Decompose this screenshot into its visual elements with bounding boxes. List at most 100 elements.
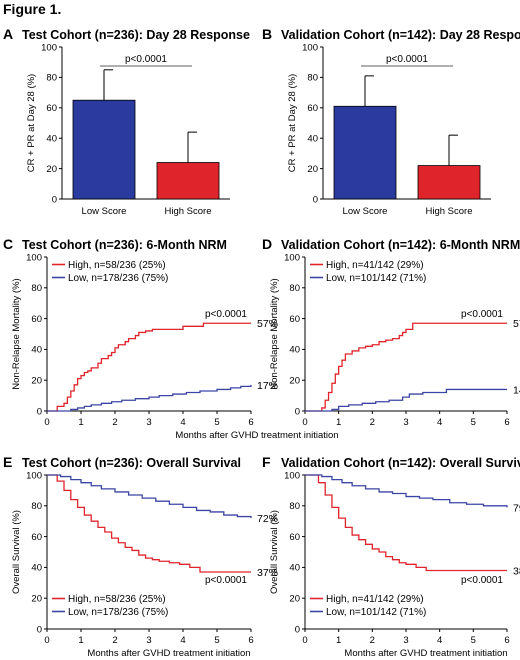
legend-entry: High, n=41/142 (29%) [326, 594, 424, 605]
series-line-low [305, 388, 507, 412]
x-tick-label: Low Score [82, 206, 127, 217]
series-end-label: 38% [513, 565, 520, 577]
series-line-low [305, 474, 508, 508]
y-tick-label: 0 [295, 624, 300, 635]
chart-c: C Test Cohort (n=236): 6-Month NRM 0 20 40 60… [3, 236, 278, 428]
panel-letter-f: F [262, 454, 271, 470]
y-tick-label: 80 [289, 283, 300, 294]
y-axis-label: Overall Survival (%) [11, 510, 22, 594]
x-axis-label: Months after GVHD treatment initiation [344, 648, 507, 659]
p-value-annotation: p<0.0001 [461, 575, 503, 586]
x-tick-label: 3 [146, 635, 151, 646]
panel-letter-b: B [262, 26, 272, 42]
x-tick-label: 6 [504, 417, 509, 428]
y-tick-label: 20 [307, 164, 318, 175]
y-tick-label: 100 [41, 42, 57, 53]
y-tick-label: 80 [31, 283, 42, 294]
y-tick-label: 20 [31, 376, 42, 387]
panel-title: Validation Cohort (n=142): Day 28 Respon… [281, 28, 520, 42]
charts-group: A Test Cohort (n=236): Day 28 Response020… [3, 26, 520, 659]
legend-entry: Low, n=101/142 (71%) [326, 607, 426, 618]
x-tick-label: 4 [437, 635, 442, 646]
bar-low-score [72, 99, 136, 200]
y-tick-label: 20 [46, 164, 57, 175]
x-tick-label: High Score [165, 206, 212, 217]
y-tick-label: 80 [31, 501, 42, 512]
y-tick-label: 40 [31, 345, 42, 356]
chart-a: A Test Cohort (n=236): Day 28 Response 0 20… [3, 26, 250, 217]
p-value-annotation: p<0.0001 [205, 309, 247, 320]
x-tick-label: 1 [78, 635, 83, 646]
x-tick-label: 5 [214, 635, 219, 646]
y-tick-label: 60 [31, 314, 42, 325]
y-tick-label: 60 [46, 103, 57, 114]
y-tick-label: 100 [284, 252, 300, 263]
y-tick-label: 80 [46, 73, 57, 84]
y-axis-label: CR + PR at Day 28 (%) [287, 74, 298, 172]
series-line-low [47, 474, 252, 519]
series-line-low [47, 384, 252, 412]
x-tick-label: 6 [504, 635, 509, 646]
y-tick-label: 100 [284, 470, 300, 481]
panel-title: Test Cohort (n=236): Overall Survival [22, 456, 241, 470]
y-tick-label: 20 [31, 594, 42, 605]
series-end-label: 79% [513, 502, 520, 514]
panel-title: Test Cohort (n=236): Day 28 Response [22, 28, 250, 42]
y-tick-label: 100 [26, 252, 42, 263]
chart-f: F Validation Cohort (n=142): Overall Surv… [262, 454, 520, 659]
x-tick-label: 3 [403, 417, 408, 428]
y-tick-label: 40 [46, 134, 57, 145]
legend-entry: Low, n=101/142 (71%) [326, 273, 426, 284]
series-end-label: 72% [257, 513, 278, 525]
bar-high-score [417, 165, 481, 200]
series-line-high [47, 322, 251, 412]
series-line-high [305, 474, 507, 572]
x-axis-label: Months after GVHD treatment initiation [175, 430, 338, 441]
y-tick-label: 80 [307, 73, 318, 84]
series-end-label: 57% [257, 318, 278, 330]
x-axis-label: Months after GVHD treatment initiation [87, 648, 250, 659]
x-tick-label: 0 [302, 635, 307, 646]
y-tick-label: 0 [313, 194, 318, 205]
panel-title: Test Cohort (n=236): 6-Month NRM [22, 238, 227, 252]
x-tick-label: 0 [302, 417, 307, 428]
panel-letter-c: C [3, 236, 13, 252]
x-tick-label: 0 [44, 417, 49, 428]
x-tick-label: 3 [403, 635, 408, 646]
y-tick-label: 40 [31, 563, 42, 574]
x-tick-label: 2 [370, 635, 375, 646]
x-tick-label: 2 [112, 635, 117, 646]
y-tick-label: 100 [302, 42, 318, 53]
panel-letter-a: A [3, 26, 13, 42]
y-tick-label: 80 [289, 501, 300, 512]
x-tick-label: 2 [112, 417, 117, 428]
series-end-label: 37% [257, 567, 278, 579]
x-tick-label: 5 [471, 635, 476, 646]
y-axis-label: Non-Relapse Mortality (%) [269, 278, 280, 389]
x-tick-label: Low Score [343, 206, 388, 217]
x-tick-label: 4 [437, 417, 442, 428]
y-axis-label: Non-Relapse Mortality (%) [11, 278, 22, 389]
bar-high-score [156, 162, 220, 200]
y-tick-label: 40 [289, 345, 300, 356]
x-tick-label: 4 [180, 417, 185, 428]
x-tick-label: 6 [248, 635, 253, 646]
x-tick-label: 1 [336, 417, 341, 428]
p-value-annotation: p<0.0001 [205, 575, 247, 586]
x-tick-label: 0 [44, 635, 49, 646]
y-tick-label: 20 [289, 376, 300, 387]
p-value-annotation: p<0.0001 [125, 54, 167, 65]
x-tick-label: 3 [146, 417, 151, 428]
x-tick-label: 2 [370, 417, 375, 428]
y-tick-label: 100 [26, 470, 42, 481]
series-line-high [47, 474, 251, 573]
legend-entry: High, n=58/236 (25%) [68, 594, 166, 605]
y-tick-label: 60 [307, 103, 318, 114]
x-tick-label: 1 [336, 635, 341, 646]
x-tick-label: 4 [180, 635, 185, 646]
chart-e: E Test Cohort (n=236): Overall Survival 0 2… [3, 454, 278, 659]
figure-title: Figure 1. [3, 1, 61, 17]
legend-entry: Low, n=178/236 (75%) [68, 607, 168, 618]
y-tick-label: 40 [289, 563, 300, 574]
